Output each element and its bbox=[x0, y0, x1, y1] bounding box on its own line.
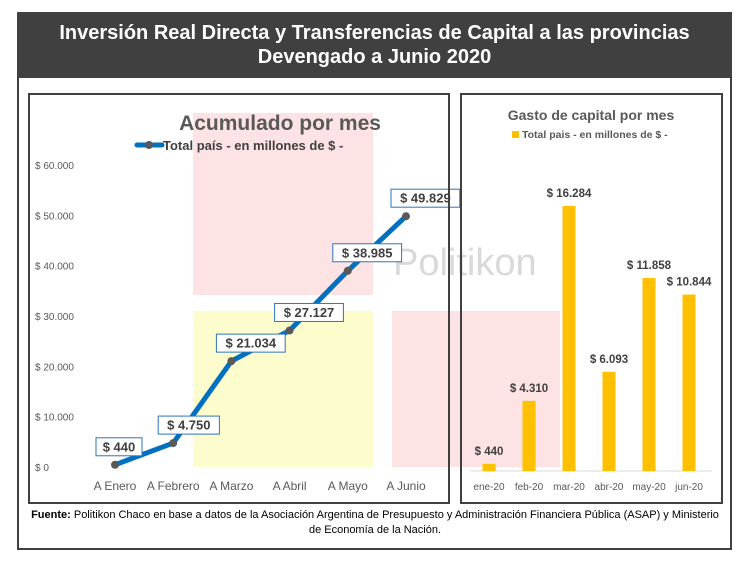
data-label-box bbox=[332, 243, 403, 263]
data-label: $ 440 bbox=[103, 439, 136, 454]
legend-marker-icon bbox=[145, 141, 153, 149]
legend-label: Total país - en millones de $ - bbox=[163, 138, 343, 153]
figure-title: Inversión Real Directa y Transferencias … bbox=[17, 12, 732, 78]
data-label-box bbox=[157, 415, 220, 435]
data-label-box bbox=[215, 333, 286, 353]
bar bbox=[562, 206, 576, 471]
data-label: $ 21.034 bbox=[225, 336, 276, 351]
bar bbox=[522, 400, 536, 471]
data-label: $ 16.284 bbox=[547, 188, 592, 200]
data-label-box bbox=[274, 302, 344, 322]
line-chart: Acumulado por mes Total país - en millone… bbox=[35, 112, 461, 493]
x-tick-label: A Mayo bbox=[328, 479, 368, 493]
source-text: Politikon Chaco en base a datos de la As… bbox=[70, 509, 719, 536]
data-point bbox=[227, 357, 236, 366]
watermark-block bbox=[193, 113, 373, 295]
x-tick-label: A Enero bbox=[94, 479, 137, 493]
data-label: $ 11.858 bbox=[627, 260, 672, 272]
x-tick-label: may-20 bbox=[632, 482, 666, 493]
data-label-box bbox=[95, 437, 143, 457]
bar bbox=[482, 463, 496, 471]
right-panel bbox=[460, 93, 723, 504]
data-label-box bbox=[390, 188, 461, 208]
data-point bbox=[169, 439, 178, 448]
source-label: Fuente: bbox=[31, 509, 71, 521]
y-tick-label: $ 10.000 bbox=[35, 413, 74, 424]
source-note: Fuente: Politikon Chaco en base a datos … bbox=[30, 508, 720, 538]
data-point bbox=[402, 212, 410, 221]
y-tick-label: $ 20.000 bbox=[35, 362, 74, 373]
data-label: $ 440 bbox=[475, 446, 504, 458]
legend-swatch-icon bbox=[512, 131, 519, 138]
bar bbox=[642, 278, 656, 471]
data-label: $ 6.093 bbox=[590, 354, 628, 366]
chart-title: Gasto de capital por mes bbox=[508, 107, 675, 123]
data-label: $ 27.127 bbox=[284, 305, 335, 320]
x-tick-label: A Febrero bbox=[147, 479, 200, 493]
x-tick-label: A Junio bbox=[386, 479, 426, 493]
x-tick-label: abr-20 bbox=[595, 482, 624, 493]
y-tick-label: $ 40.000 bbox=[35, 262, 74, 273]
title-line-1: Inversión Real Directa y Transferencias … bbox=[59, 22, 690, 44]
data-label: $ 49.829 bbox=[400, 191, 451, 206]
x-tick-label: A Marzo bbox=[209, 479, 253, 493]
data-label: $ 4.310 bbox=[510, 383, 548, 395]
y-tick-label: $ 30.000 bbox=[35, 312, 74, 323]
x-tick-label: A Abril bbox=[273, 479, 307, 493]
x-tick-label: mar-20 bbox=[553, 482, 585, 493]
chart-title: Acumulado por mes bbox=[179, 112, 381, 135]
x-tick-label: feb-20 bbox=[515, 482, 544, 493]
bar bbox=[602, 371, 616, 471]
data-point bbox=[111, 460, 119, 469]
data-label: $ 4.750 bbox=[167, 418, 210, 433]
legend-label: Total pais - en millones de $ - bbox=[522, 129, 668, 141]
data-point bbox=[285, 326, 294, 335]
x-tick-label: jun-20 bbox=[674, 482, 703, 493]
y-tick-label: $ 0 bbox=[35, 463, 49, 474]
data-label: $ 38.985 bbox=[342, 245, 393, 260]
y-tick-label: $ 50.000 bbox=[35, 211, 74, 222]
x-tick-label: ene-20 bbox=[473, 482, 505, 493]
title-line-2: Devengado a Junio 2020 bbox=[257, 46, 492, 68]
watermark-text: Politikon bbox=[393, 242, 537, 284]
y-tick-label: $ 60.000 bbox=[35, 161, 74, 172]
data-label: $ 10.844 bbox=[667, 277, 712, 289]
bar bbox=[682, 294, 696, 471]
data-point bbox=[343, 266, 352, 275]
left-panel bbox=[28, 93, 450, 504]
bar-chart: Gasto de capital por mes Total pais - en … bbox=[470, 107, 712, 493]
